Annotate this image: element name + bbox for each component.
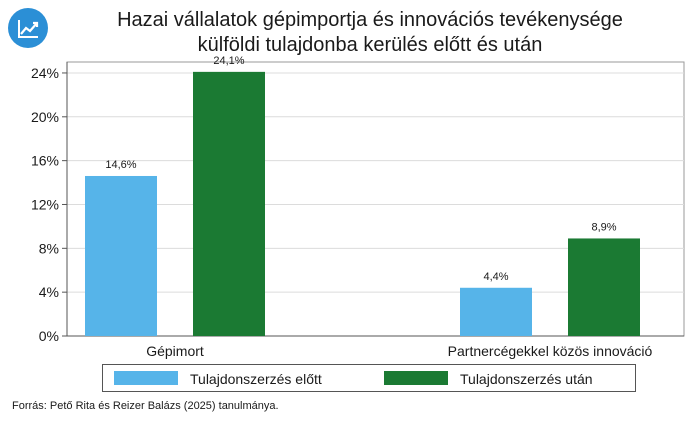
data-label: 24,1% bbox=[213, 55, 244, 67]
bar bbox=[193, 71, 265, 336]
chart-title: Hazai vállalatok gépimportja és innováci… bbox=[60, 8, 680, 58]
data-label: 4,4% bbox=[483, 271, 508, 283]
bar bbox=[460, 287, 532, 336]
chart-title-line2: külföldi tulajdonba kerülés előtt és utá… bbox=[197, 34, 543, 56]
y-tick-label: 12% bbox=[31, 196, 59, 212]
y-tick-label: 0% bbox=[39, 328, 59, 344]
y-tick-label: 8% bbox=[39, 240, 59, 256]
y-tick-label: 16% bbox=[31, 153, 59, 169]
y-tick-label: 24% bbox=[31, 65, 59, 81]
y-tick-label: 20% bbox=[31, 109, 59, 125]
legend-label-before: Tulajdonszerzés előtt bbox=[190, 371, 322, 387]
legend-label-after: Tulajdonszerzés után bbox=[460, 371, 593, 387]
data-label: 14,6% bbox=[105, 159, 136, 171]
legend-swatch-after bbox=[384, 371, 448, 385]
bar-chart: 0% 4% 8% 12% 16% 20% 24% 14,6% 24,1% Gépimort 4,4%… bbox=[31, 55, 685, 359]
chart-title-line1: Hazai vállalatok gépimportja és innováci… bbox=[117, 9, 623, 31]
bar bbox=[85, 175, 157, 336]
chart-legend: Tulajdonszerzés előtt Tulajdonszerzés ut… bbox=[102, 364, 636, 392]
trend-chart-icon bbox=[8, 8, 48, 48]
source-note: Forrás: Pető Rita és Reizer Balázs (2025… bbox=[12, 400, 279, 412]
x-tick-label: Partnercégekkel közös innováció bbox=[448, 343, 653, 359]
legend-swatch-before bbox=[114, 371, 178, 385]
bar bbox=[568, 238, 640, 336]
y-tick-label: 4% bbox=[39, 284, 59, 300]
x-tick-label: Gépimort bbox=[146, 343, 204, 359]
data-label: 8,9% bbox=[591, 221, 616, 233]
